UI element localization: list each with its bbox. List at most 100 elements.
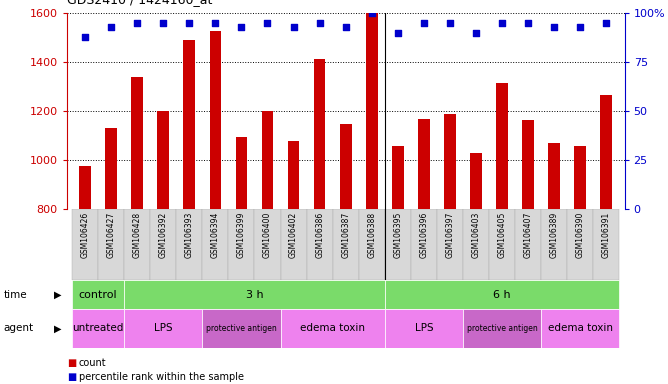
Text: GSM106394: GSM106394 <box>211 212 220 258</box>
Bar <box>470 153 482 209</box>
Text: GSM106393: GSM106393 <box>185 212 194 258</box>
Bar <box>72 280 124 309</box>
Text: 3 h: 3 h <box>246 290 263 300</box>
Point <box>79 34 90 40</box>
Bar <box>124 280 385 309</box>
Text: ▶: ▶ <box>54 323 61 333</box>
Text: GSM106399: GSM106399 <box>237 212 246 258</box>
Bar <box>385 309 463 348</box>
Bar <box>444 114 456 209</box>
Bar <box>307 209 333 280</box>
Bar <box>184 40 195 209</box>
Bar <box>158 111 169 209</box>
Point <box>471 30 482 36</box>
Bar <box>124 209 150 280</box>
Point <box>341 24 351 30</box>
Bar <box>541 209 567 280</box>
Bar <box>567 209 593 280</box>
Point <box>314 20 325 26</box>
Bar <box>202 209 228 280</box>
Point <box>184 20 194 26</box>
Text: edema toxin: edema toxin <box>548 323 613 333</box>
Point <box>132 20 142 26</box>
Bar <box>124 309 202 348</box>
Bar <box>132 77 143 209</box>
Bar <box>437 209 463 280</box>
Text: GSM106400: GSM106400 <box>263 212 272 258</box>
Bar <box>106 129 117 209</box>
Bar <box>236 137 247 209</box>
Point <box>393 30 403 36</box>
Text: agent: agent <box>3 323 33 333</box>
Bar <box>314 59 325 209</box>
Bar <box>463 209 489 280</box>
Text: time: time <box>3 290 27 300</box>
Text: GSM106396: GSM106396 <box>420 212 428 258</box>
Point <box>497 20 508 26</box>
Point <box>523 20 534 26</box>
Bar <box>385 280 619 309</box>
Bar <box>463 309 541 348</box>
Point <box>445 20 456 26</box>
Bar <box>210 31 221 209</box>
Text: GSM106391: GSM106391 <box>602 212 611 258</box>
Text: GSM106426: GSM106426 <box>81 212 90 258</box>
Bar <box>281 209 307 280</box>
Text: GSM106387: GSM106387 <box>341 212 350 258</box>
Bar <box>176 209 202 280</box>
Text: GSM106389: GSM106389 <box>550 212 558 258</box>
Bar <box>392 146 403 209</box>
Bar <box>72 309 124 348</box>
Bar <box>366 13 377 209</box>
Bar <box>79 166 91 209</box>
Bar <box>515 209 541 280</box>
Text: LPS: LPS <box>154 323 172 333</box>
Text: control: control <box>79 290 118 300</box>
Bar <box>496 83 508 209</box>
Bar <box>228 209 255 280</box>
Bar <box>281 309 385 348</box>
Bar <box>385 209 411 280</box>
Point <box>575 24 586 30</box>
Text: LPS: LPS <box>415 323 433 333</box>
Bar <box>262 111 273 209</box>
Bar <box>340 124 351 209</box>
Text: count: count <box>79 358 106 368</box>
Bar <box>202 309 281 348</box>
Text: GSM106395: GSM106395 <box>393 212 402 258</box>
Bar <box>359 209 385 280</box>
Bar <box>255 209 281 280</box>
Point <box>601 20 612 26</box>
Point <box>106 24 116 30</box>
Bar <box>593 209 619 280</box>
Text: protective antigen: protective antigen <box>467 324 538 333</box>
Text: GSM106402: GSM106402 <box>289 212 298 258</box>
Bar <box>522 120 534 209</box>
Bar <box>418 119 430 209</box>
Text: ■: ■ <box>67 358 76 368</box>
Text: edema toxin: edema toxin <box>300 323 365 333</box>
Text: GSM106397: GSM106397 <box>446 212 454 258</box>
Bar <box>288 141 299 209</box>
Bar <box>72 209 98 280</box>
Bar <box>574 146 586 209</box>
Text: ▶: ▶ <box>54 290 61 300</box>
Point <box>262 20 273 26</box>
Bar <box>411 209 437 280</box>
Text: 6 h: 6 h <box>493 290 511 300</box>
Text: GSM106392: GSM106392 <box>159 212 168 258</box>
Text: GSM106427: GSM106427 <box>107 212 116 258</box>
Text: percentile rank within the sample: percentile rank within the sample <box>79 372 244 382</box>
Bar <box>541 309 619 348</box>
Text: GSM106403: GSM106403 <box>472 212 480 258</box>
Text: GSM106386: GSM106386 <box>315 212 324 258</box>
Text: GDS2410 / 1424160_at: GDS2410 / 1424160_at <box>67 0 212 6</box>
Point <box>549 24 560 30</box>
Point <box>419 20 430 26</box>
Text: GSM106428: GSM106428 <box>133 212 142 258</box>
Bar <box>601 96 612 209</box>
Bar <box>548 143 560 209</box>
Point <box>158 20 168 26</box>
Text: GSM106388: GSM106388 <box>367 212 376 258</box>
Text: untreated: untreated <box>72 323 124 333</box>
